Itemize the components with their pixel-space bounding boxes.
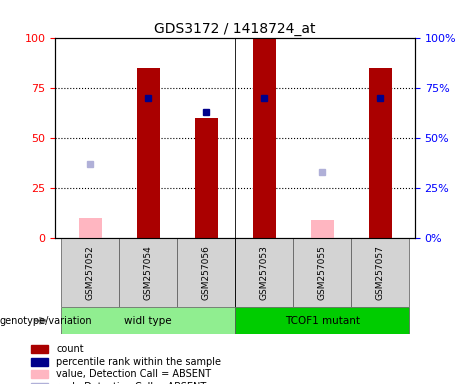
Bar — [253, 38, 276, 238]
Text: rank, Detection Call = ABSENT: rank, Detection Call = ABSENT — [56, 382, 207, 384]
FancyBboxPatch shape — [235, 238, 293, 307]
Text: GSM257056: GSM257056 — [201, 245, 211, 300]
Bar — [311, 220, 334, 238]
Text: GSM257052: GSM257052 — [86, 245, 95, 300]
Text: value, Detection Call = ABSENT: value, Detection Call = ABSENT — [56, 369, 211, 379]
Text: count: count — [56, 344, 84, 354]
Text: GSM257055: GSM257055 — [318, 245, 326, 300]
Bar — [31, 383, 48, 384]
Text: GSM257054: GSM257054 — [144, 245, 153, 300]
Text: percentile rank within the sample: percentile rank within the sample — [56, 357, 221, 367]
Bar — [136, 68, 160, 238]
Text: GSM257053: GSM257053 — [260, 245, 269, 300]
Bar — [31, 345, 48, 353]
Bar — [31, 358, 48, 366]
Text: widl type: widl type — [124, 316, 172, 326]
Bar — [78, 218, 102, 238]
FancyBboxPatch shape — [351, 238, 409, 307]
Bar — [195, 118, 218, 238]
Text: GSM257057: GSM257057 — [376, 245, 384, 300]
FancyBboxPatch shape — [61, 307, 235, 334]
FancyBboxPatch shape — [293, 238, 351, 307]
Text: genotype/variation: genotype/variation — [0, 316, 93, 326]
Bar — [31, 370, 48, 378]
FancyBboxPatch shape — [235, 307, 409, 334]
Bar — [368, 68, 392, 238]
FancyBboxPatch shape — [61, 238, 119, 307]
Text: TCOF1 mutant: TCOF1 mutant — [284, 316, 360, 326]
FancyBboxPatch shape — [119, 238, 177, 307]
FancyBboxPatch shape — [177, 238, 235, 307]
Title: GDS3172 / 1418724_at: GDS3172 / 1418724_at — [154, 22, 316, 36]
